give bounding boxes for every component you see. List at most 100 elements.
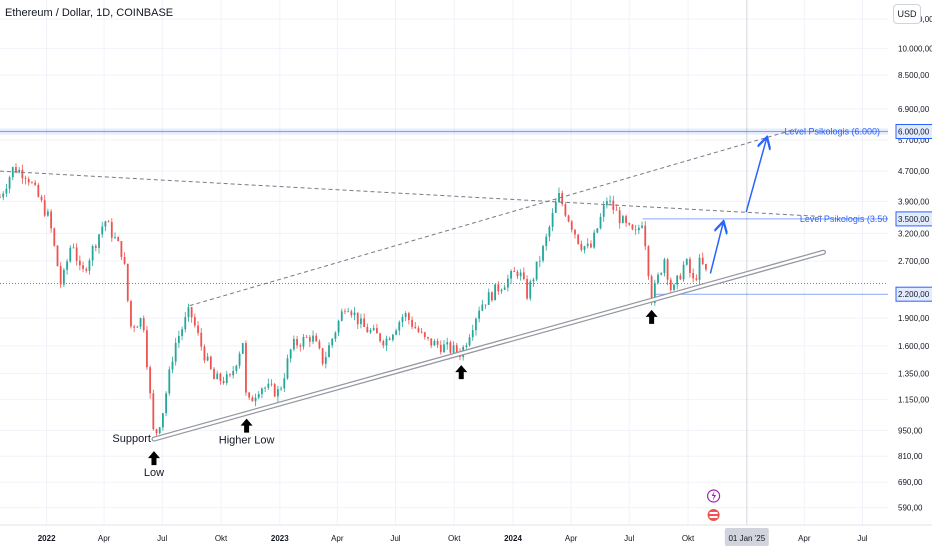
dashed-trendline xyxy=(0,170,824,218)
candle-body xyxy=(340,311,343,321)
candle-body xyxy=(427,337,429,339)
candle-body xyxy=(18,169,21,173)
candle-body xyxy=(506,278,509,288)
candle-body xyxy=(273,384,276,397)
candle-body xyxy=(606,201,608,206)
candle-body xyxy=(190,307,193,318)
candle-body xyxy=(522,272,525,280)
trendlines xyxy=(0,128,826,442)
x-tick-label: Okt xyxy=(448,534,461,543)
candle-body xyxy=(353,312,356,316)
candle-body xyxy=(101,226,104,235)
candle-body xyxy=(689,259,691,273)
y-tick-label: 10.000,00 xyxy=(898,45,932,54)
annotation-label: Support xyxy=(112,433,151,445)
candle-body xyxy=(379,333,382,342)
candle-body xyxy=(551,212,554,227)
candle-body xyxy=(50,211,53,229)
candle-body xyxy=(660,272,663,275)
price-levels: Level Psikologis (6.000) Level Psikologis… xyxy=(0,126,895,295)
candle-body xyxy=(452,345,455,353)
candle-body xyxy=(570,221,573,230)
candle-body xyxy=(318,341,321,349)
candle-body xyxy=(695,278,698,280)
candle-body xyxy=(69,247,72,262)
level-price-label: 6.000,00 xyxy=(898,127,930,136)
candle-body xyxy=(641,225,643,228)
candle-body xyxy=(305,337,308,338)
x-highlight-box xyxy=(724,528,769,546)
candle-body xyxy=(72,247,75,249)
y-tick-label: 4.700,00 xyxy=(898,167,930,176)
candle-body xyxy=(561,192,564,205)
candle-body xyxy=(372,328,375,331)
candle-body xyxy=(216,373,219,380)
candle-body xyxy=(267,383,270,388)
candle-body xyxy=(538,260,541,262)
candle-body xyxy=(436,340,439,345)
candle-body xyxy=(24,178,27,180)
level-price-box xyxy=(895,211,932,227)
y-axis: 12.000,0010.000,008.500,006.900,005.700,… xyxy=(888,0,932,550)
candle-body xyxy=(609,200,612,202)
level-price-box xyxy=(895,123,932,139)
candle-body xyxy=(334,332,337,339)
candle-body xyxy=(443,344,445,353)
candle-body xyxy=(385,338,388,346)
candle-body xyxy=(110,222,113,238)
candle-body xyxy=(637,227,640,231)
x-tick-label: 2023 xyxy=(271,534,289,543)
up-arrow-icon xyxy=(240,418,253,433)
candle-body xyxy=(37,184,40,197)
candle-body xyxy=(376,328,378,334)
candle-body xyxy=(420,331,423,333)
candle-body xyxy=(679,275,682,280)
candle-body xyxy=(98,234,100,248)
up-arrow-icon xyxy=(147,451,160,466)
candle-body xyxy=(0,197,1,199)
candle-body xyxy=(206,356,209,361)
candle-body xyxy=(114,237,116,239)
candle-body xyxy=(574,229,576,235)
x-tick-label: Jul xyxy=(390,534,400,543)
candle-body xyxy=(158,427,161,434)
y-tick-label: 6.900,00 xyxy=(898,105,930,114)
dashed-trendline xyxy=(189,128,797,307)
candle-body xyxy=(200,332,203,347)
candle-body xyxy=(152,393,155,430)
up-arrow-icon xyxy=(455,365,468,380)
candle-body xyxy=(535,261,538,280)
annotations: Support Low Higher Low xyxy=(112,309,658,479)
candle-body xyxy=(94,246,97,248)
candle-body xyxy=(245,343,247,393)
candle-body xyxy=(612,200,615,210)
candle-body xyxy=(548,226,551,237)
candle-body xyxy=(27,178,30,183)
x-axis: 2022 Apr Jul Okt 2023 Apr Jul Okt 2024 Apr Jul Okt A… xyxy=(0,524,932,546)
candle-body xyxy=(312,335,314,342)
y-tick-label: 950,00 xyxy=(898,426,923,435)
y-tick-label: 590,00 xyxy=(898,504,923,513)
candle-body xyxy=(292,339,295,350)
candle-body xyxy=(155,429,158,434)
candle-body xyxy=(580,243,583,250)
candle-body xyxy=(171,361,174,370)
candle-body xyxy=(366,327,369,333)
candle-body xyxy=(174,342,177,362)
candle-body xyxy=(209,356,212,369)
candle-body xyxy=(261,388,263,395)
candle-body xyxy=(494,284,497,301)
candle-body xyxy=(558,192,560,203)
candle-body xyxy=(653,282,656,303)
candle-body xyxy=(577,234,580,244)
candle-body xyxy=(516,271,519,277)
candle-body xyxy=(682,264,685,280)
projection-arrow xyxy=(745,138,766,213)
x-tick-label: Jul xyxy=(157,534,167,543)
currency-button[interactable]: USD xyxy=(893,4,921,24)
x-tick-label: Apr xyxy=(798,534,811,543)
y-tick-label: 1.150,00 xyxy=(898,395,930,404)
candle-body xyxy=(481,304,484,311)
